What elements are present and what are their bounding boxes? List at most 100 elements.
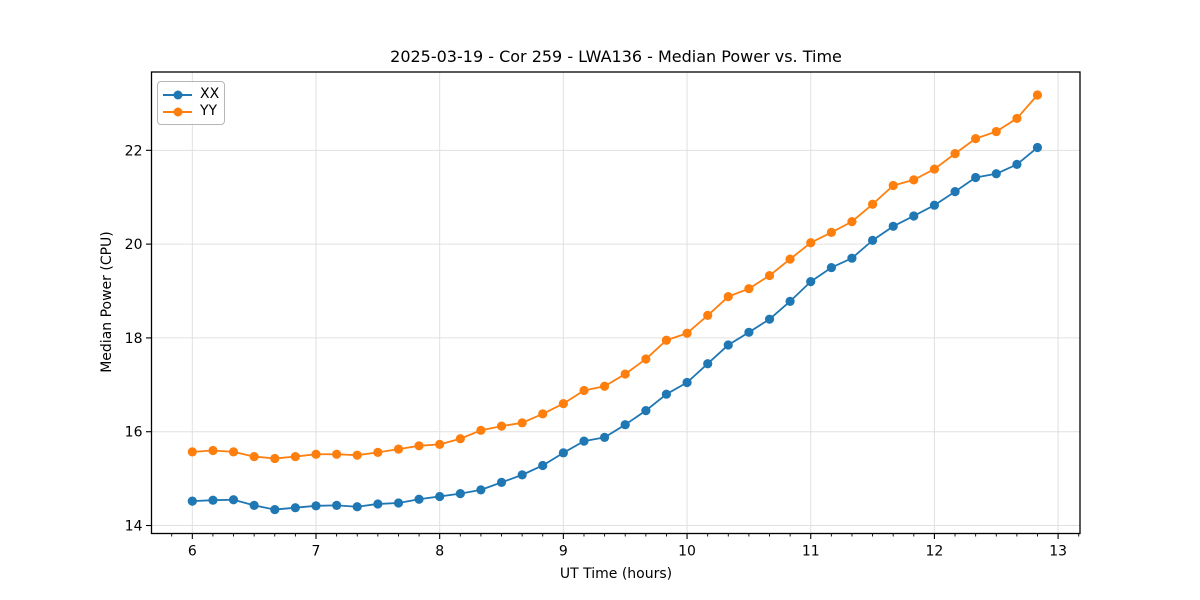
x-minor-ticks [171,533,1080,537]
data-point [187,447,197,457]
data-point [806,277,816,287]
data-point [641,406,651,416]
data-point [723,292,733,302]
data-point [228,495,239,505]
data-point [867,235,878,245]
data-point [558,448,568,458]
data-point [579,436,589,446]
data-point [641,354,651,364]
data-point [867,199,878,209]
x-tick-label: 7 [312,544,321,560]
data-point [888,221,898,231]
data-point [620,369,630,379]
data-point [311,449,321,459]
legend-item-yy: YY [163,103,217,120]
data-point [290,451,300,462]
data-point [1032,90,1043,100]
data-point [393,498,404,508]
data-point [373,499,383,509]
data-point [435,491,445,502]
data-point [888,180,898,191]
data-point [373,447,383,457]
series-points-yy [187,90,1043,464]
data-point [744,327,754,337]
chart-title: 2025-03-19 - Cor 259 - LWA136 - Median P… [390,47,842,66]
data-point [764,270,775,281]
x-tick-label: 10 [678,544,696,560]
legend-item-xx: XX [163,86,220,103]
data-point [785,296,795,306]
series-points-xx [187,142,1043,515]
data-point [517,418,527,428]
y-axis-label: Median Power (CPU) [99,231,115,373]
y-tick-label: 14 [125,519,143,535]
data-point [661,335,672,345]
data-point [971,134,981,144]
y-tick-label: 18 [125,331,143,347]
legend-label-yy: YY [200,103,218,119]
data-point [435,439,445,449]
data-point [455,434,465,444]
data-point [909,175,919,185]
data-point [393,444,404,454]
data-point [909,211,919,221]
data-point [764,314,775,324]
data-point [311,501,321,511]
data-point [1012,113,1022,124]
data-point [208,495,218,505]
data-point [332,449,342,459]
data-point [414,494,424,504]
data-point [744,284,754,294]
data-point [991,169,1001,179]
y-tick-label: 22 [125,143,143,159]
data-point [661,389,672,399]
data-point [1032,142,1043,153]
x-axis-ticks: 6 7 8 9 10 11 12 13 [188,533,1067,560]
data-point [703,359,713,369]
data-point [682,328,692,338]
data-point [826,262,836,273]
data-point [476,425,486,435]
y-tick-label: 16 [125,425,143,441]
data-point [414,441,424,451]
data-point [290,503,300,513]
data-point [208,445,218,456]
data-point [352,502,362,512]
x-axis-label: UT Time (hours) [559,566,673,582]
data-point [1012,159,1022,169]
x-tick-label: 13 [1049,544,1067,560]
series-line-yy [192,94,1039,460]
data-point [517,470,527,480]
data-point [599,432,610,442]
data-point [249,500,259,510]
data-point [496,477,507,487]
gridlines [151,72,1080,534]
data-point [270,504,280,515]
data-point [620,420,630,430]
data-point [538,409,548,419]
data-point [187,496,197,506]
data-point [538,460,548,471]
data-point [228,447,239,457]
legend-label-xx: XX [200,86,220,102]
plot-border [150,71,1081,535]
data-point [847,217,857,227]
data-point [806,238,816,248]
x-tick-label: 12 [926,544,944,560]
data-point [826,227,836,237]
data-point [950,187,960,197]
data-point [991,126,1001,137]
data-point [785,254,795,264]
legend-marker-yy [163,107,192,117]
x-tick-label: 8 [435,544,444,560]
data-point [249,451,259,462]
data-point [496,421,507,431]
data-point [455,489,465,499]
data-point [971,172,981,183]
x-tick-label: 11 [802,544,820,560]
y-axis-ticks: 14 16 18 20 22 [125,143,152,535]
data-point [723,340,733,350]
legend-marker-xx [163,90,192,100]
data-point [599,381,610,391]
